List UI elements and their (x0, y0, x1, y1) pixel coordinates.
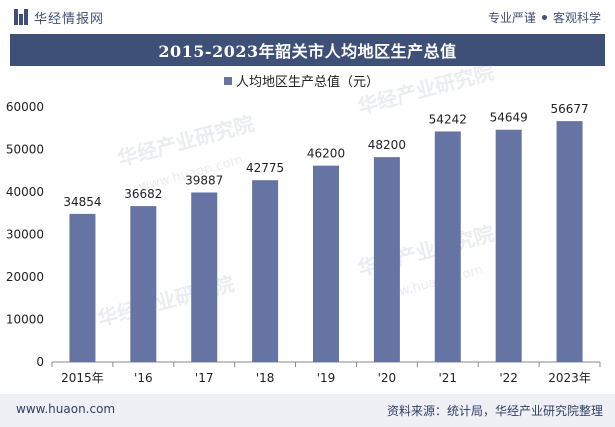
y-tick-label: 20000 (6, 270, 44, 284)
title-band: 2015-2023年韶关市人均地区生产总值 (10, 34, 605, 66)
x-tick-label: '16 (134, 371, 153, 385)
logo: 华经情报网 (14, 8, 105, 27)
x-tick-label: 2023年 (548, 371, 591, 385)
bar (130, 206, 157, 362)
bars: 34854 36682 39887 42775 46200 48200 54242 54649… (63, 102, 589, 363)
y-tick-label: 60000 (6, 100, 44, 114)
bar (556, 121, 583, 363)
bar (373, 157, 400, 362)
slogan-right: 客观科学 (552, 11, 601, 25)
page-title: 2015-2023年韶关市人均地区生产总值 (158, 42, 457, 61)
y-tick-label: 10000 (6, 313, 44, 327)
slogan: 专业严谨 客观科学 (488, 9, 601, 26)
x-tick-label: '22 (499, 371, 518, 385)
data-label: 48200 (368, 138, 406, 152)
footer-url: www.huaon.com (16, 402, 116, 416)
bar (495, 129, 522, 362)
logo-icon (14, 9, 28, 25)
top-bar: 华经情报网 专业严谨 客观科学 (0, 0, 615, 34)
data-label: 54242 (429, 112, 467, 126)
x-tick-label: '18 (256, 371, 275, 385)
y-tick-label: 40000 (6, 185, 44, 199)
bar (313, 165, 339, 362)
x-tick-label: '21 (438, 371, 457, 385)
bar (69, 213, 96, 362)
y-tick-label: 30000 (6, 228, 44, 242)
bar (434, 131, 461, 362)
legend: 人均地区生产总值（元） (224, 74, 379, 90)
data-label: 54649 (490, 111, 528, 125)
logo-text: 华经情报网 (34, 11, 105, 27)
y-tick-label: 0 (36, 355, 44, 369)
x-tick-label: '17 (195, 371, 214, 385)
footer: www.huaon.com 资料来源：统计局，华经产业研究院整理 (0, 394, 615, 427)
bar (252, 180, 279, 362)
x-tick-label: 2015年 (61, 371, 104, 385)
data-label: 39887 (185, 173, 223, 187)
data-label: 42775 (246, 161, 284, 175)
bar-chart: 华经产业研究院 华经产业研究院 www.huaon.com 华经产业研究院 华经… (6, 66, 601, 385)
x-tick-label: '20 (378, 371, 397, 385)
data-label: 56677 (550, 102, 588, 116)
data-label: 34854 (63, 195, 101, 209)
y-tick-label: 50000 (6, 143, 44, 157)
watermark-text: 华经产业研究院 (355, 66, 496, 119)
footer-source: 资料来源：统计局，华经产业研究院整理 (386, 404, 603, 418)
slogan-left: 专业严谨 (487, 11, 536, 25)
data-label: 46200 (307, 147, 345, 161)
legend-swatch (224, 77, 232, 85)
slogan-dot-icon (541, 15, 547, 20)
x-tick-label: '19 (317, 371, 336, 385)
legend-label: 人均地区生产总值（元） (236, 74, 379, 90)
bar (191, 192, 218, 362)
data-label: 36682 (124, 187, 162, 201)
